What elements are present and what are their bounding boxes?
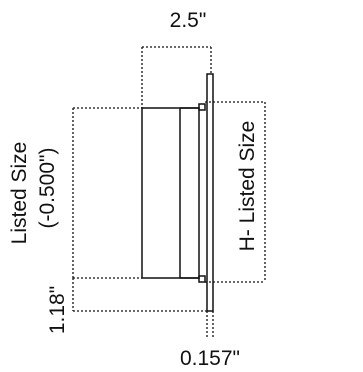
left-height-label-line1: Listed Size bbox=[8, 142, 31, 245]
top-clip bbox=[198, 103, 206, 111]
left-height-label-line2: (-0.500") bbox=[36, 148, 59, 229]
right-height-label: H- Listed Size bbox=[236, 121, 259, 252]
body-outline bbox=[141, 107, 200, 279]
dimension-lines bbox=[72, 46, 266, 338]
bottom-clip bbox=[198, 275, 206, 283]
top-width-label: 2.5" bbox=[170, 9, 207, 32]
thickness-label: 0.157" bbox=[180, 347, 240, 370]
flange-plate bbox=[206, 73, 214, 312]
product-body bbox=[141, 73, 214, 312]
bottom-left-label: 1.18" bbox=[46, 286, 69, 334]
